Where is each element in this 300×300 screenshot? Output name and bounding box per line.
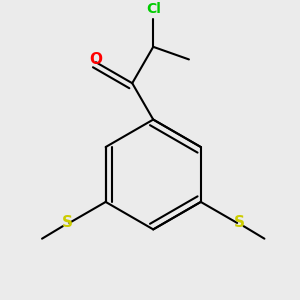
Text: Cl: Cl <box>146 2 161 16</box>
Text: S: S <box>234 215 244 230</box>
Text: O: O <box>89 52 102 67</box>
Text: S: S <box>62 215 73 230</box>
